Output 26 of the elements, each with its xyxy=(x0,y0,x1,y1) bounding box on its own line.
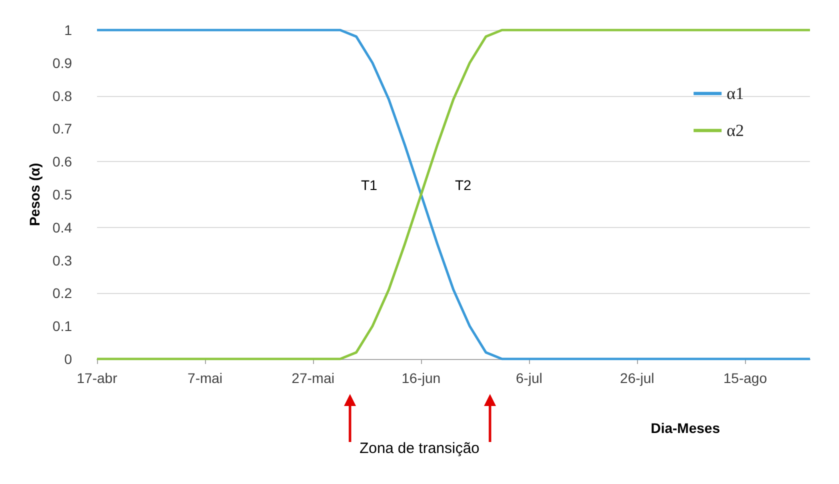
y-tick-label: 0.6 xyxy=(52,154,72,170)
y-tick-label: 0.4 xyxy=(52,219,72,236)
y-tick-label: 0.1 xyxy=(52,318,72,334)
x-tick-label: 16-jun xyxy=(402,370,441,386)
legend-label: α1 xyxy=(726,84,744,103)
y-tick-label: 0.5 xyxy=(52,186,72,202)
x-tick-label: 7-mai xyxy=(188,370,223,386)
y-tick-label: 0.7 xyxy=(52,120,72,137)
x-tick-label: 26-jul xyxy=(620,370,654,386)
y-axis-title: Pesos (α) xyxy=(26,162,43,226)
y-tick-label: 0.9 xyxy=(52,54,72,71)
line-series xyxy=(96,28,812,360)
x-tick-label: 6-jul xyxy=(516,370,542,386)
legend-label: α2 xyxy=(726,121,744,140)
y-tick-label: 0.3 xyxy=(52,252,72,268)
y-tick-label: 0.8 xyxy=(52,88,72,104)
y-tick-label: 1 xyxy=(64,22,72,38)
y-tick-label: 0 xyxy=(64,351,72,367)
annotation: T1 xyxy=(361,177,378,193)
x-tick-label: 17-abr xyxy=(76,370,118,386)
text: Zona de transição xyxy=(358,440,481,457)
x-tick-label: 27-mai xyxy=(292,370,334,386)
y-tick-label: 0.2 xyxy=(52,285,72,302)
x-axis-title: Dia-Meses xyxy=(650,420,720,436)
annotation: T2 xyxy=(455,177,472,193)
x-tick-label: 15-ago xyxy=(723,370,768,386)
